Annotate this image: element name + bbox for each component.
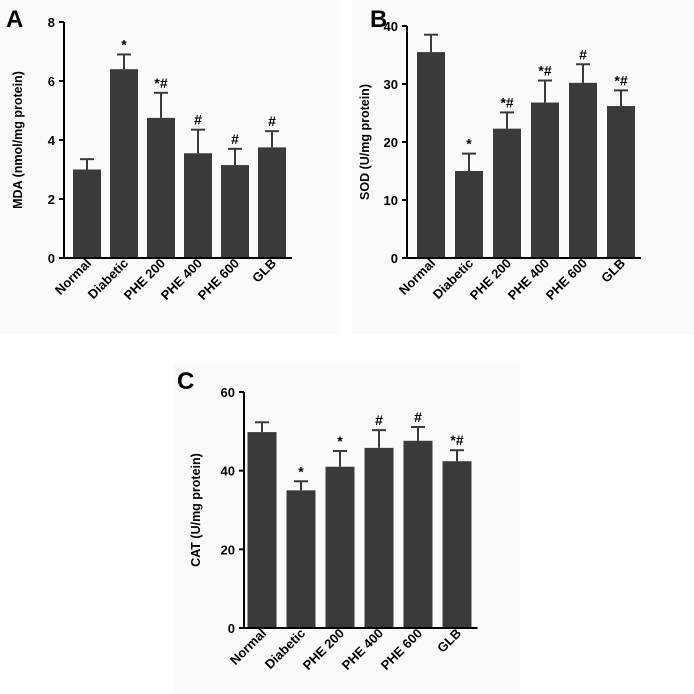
error-bar: [333, 450, 347, 467]
error-bar: [450, 449, 464, 462]
significance-mark: #: [231, 131, 239, 147]
bar-diabetic: [286, 490, 316, 628]
bar-normal: [247, 432, 277, 628]
bar-phe-600: [221, 165, 249, 258]
y-tick-label: 20: [384, 135, 398, 150]
bar-phe-400: [531, 102, 559, 258]
error-bar: [424, 33, 438, 53]
bar-glb: [258, 147, 286, 258]
bar-phe-600: [569, 82, 597, 258]
x-tick-label: GLB: [598, 256, 628, 286]
x-tick-label: PHE 200: [300, 626, 347, 673]
cat-chart: Normal*Diabetic*PHE 200#PHE 400#PHE 600*…: [189, 385, 478, 673]
significance-mark: #: [579, 46, 587, 62]
error-bar: [228, 147, 242, 166]
error-bar: [372, 429, 386, 448]
x-tick-label: PHE 600: [195, 256, 242, 303]
error-bar: [614, 89, 628, 107]
panel-b: B Normal * Diabetic *# PHE 200 *# PHE 400 # PHE …: [352, 0, 694, 335]
bar-glb: [442, 461, 472, 628]
significance-mark: *#: [500, 94, 513, 110]
significance-mark: #: [268, 113, 276, 129]
panel-c: C Normal * Diabetic * PHE 200 # PHE 400 # PHE 60…: [173, 362, 520, 694]
y-tick-label: 0: [391, 251, 398, 266]
y-tick-label: 0: [48, 251, 55, 266]
bar-normal: [73, 169, 101, 258]
bar-phe-200: [493, 128, 521, 258]
mda-chart: Normal*Diabetic*#PHE 200#PHE 400#PHE 600…: [11, 15, 292, 303]
y-tick-label: 20: [221, 542, 235, 557]
error-bar: [154, 91, 168, 118]
bar-diabetic: [110, 69, 138, 258]
y-tick-label: 40: [221, 464, 235, 479]
y-tick-label: 6: [48, 74, 55, 89]
y-axis-label: MDA (nmol/mg protein): [11, 71, 25, 209]
x-tick-label: PHE 600: [378, 626, 425, 673]
significance-mark: *: [121, 36, 127, 52]
bars: [417, 52, 635, 258]
error-bar: [411, 426, 425, 441]
significance-mark: #: [414, 409, 422, 425]
bar-phe-200: [147, 117, 175, 258]
significance-mark: *#: [614, 72, 627, 88]
bar-phe-400: [184, 153, 212, 258]
significance-mark: *#: [154, 75, 167, 91]
bar-glb: [607, 106, 635, 258]
error-bar: [462, 152, 476, 171]
x-tick-label: GLB: [249, 256, 279, 286]
bars: [247, 432, 472, 628]
y-axis-label: CAT (U/mg protein): [189, 453, 203, 567]
y-tick-label: 0: [228, 621, 235, 636]
y-tick-label: 40: [384, 19, 398, 34]
significance-mark: *: [298, 463, 304, 479]
bar-normal: [417, 52, 445, 258]
error-bar: [576, 63, 590, 83]
bar-phe-400: [364, 447, 394, 628]
y-tick-label: 4: [48, 133, 56, 148]
bars: [73, 69, 286, 258]
bar-phe-200: [325, 466, 355, 628]
sod-chart: Normal*Diabetic*#PHE 200*#PHE 400#PHE 60…: [358, 19, 641, 303]
significance-mark: #: [375, 412, 383, 428]
error-bar: [500, 111, 514, 129]
error-bar: [265, 130, 279, 148]
x-tick-label: PHE 600: [543, 256, 590, 303]
error-bar: [80, 158, 94, 170]
significance-mark: *#: [450, 432, 463, 448]
significance-mark: *: [466, 136, 472, 152]
bar-phe-600: [403, 440, 433, 628]
y-tick-label: 2: [48, 192, 55, 207]
error-bar: [191, 128, 205, 154]
y-axis-label: SOD (U/mg protein): [358, 84, 372, 200]
significance-mark: #: [194, 112, 202, 128]
y-tick-label: 8: [48, 15, 55, 30]
error-bar: [255, 421, 269, 433]
panel-a: A Normal * Diabetic *# PHE 200 # PHE 400 # PHE 6…: [0, 0, 340, 335]
x-tick-label: GLB: [434, 626, 464, 656]
panel-letter: C: [177, 368, 195, 395]
error-bar: [117, 53, 131, 70]
y-tick-label: 60: [221, 385, 235, 400]
panel-letter: B: [370, 6, 388, 33]
significance-mark: *: [337, 433, 343, 449]
panel-letter: A: [6, 6, 24, 33]
error-bar: [294, 480, 308, 491]
y-tick-label: 30: [384, 77, 398, 92]
bar-diabetic: [455, 171, 483, 258]
significance-mark: *#: [538, 63, 551, 79]
error-bar: [538, 79, 552, 103]
y-tick-label: 10: [384, 193, 398, 208]
x-tick-label: PHE 400: [339, 626, 386, 673]
